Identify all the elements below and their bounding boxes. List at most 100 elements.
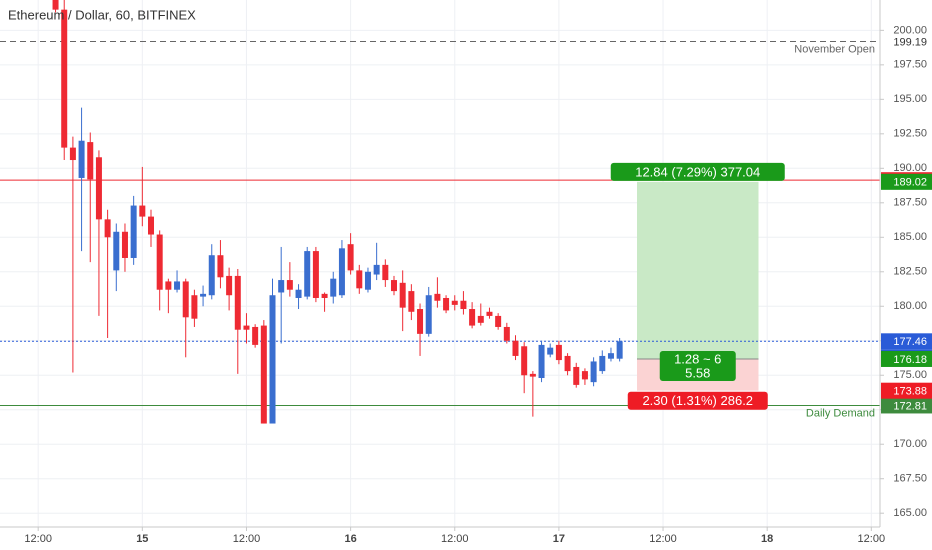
candle-body xyxy=(495,315,502,327)
candle-body xyxy=(243,325,250,330)
candle-body xyxy=(78,140,85,178)
candle-body xyxy=(364,271,371,290)
line-label: November Open xyxy=(794,43,875,55)
candle-body xyxy=(581,371,588,380)
y-tick-label: 195.00 xyxy=(893,93,927,105)
candle-body xyxy=(590,361,597,383)
x-tick-label: 12:00 xyxy=(24,533,52,545)
candle-body xyxy=(469,309,476,326)
candle-body xyxy=(529,373,536,377)
stop-label-box xyxy=(627,391,768,410)
price-tag-box xyxy=(881,333,932,350)
y-tick-label: 192.50 xyxy=(893,128,927,140)
y-tick-label: 182.50 xyxy=(893,266,927,278)
candle-body xyxy=(391,280,398,292)
price-tags: 199.19189.14177.4600:38172.81189.02176.1… xyxy=(881,33,932,414)
candle-body xyxy=(373,264,380,275)
price-tag-box xyxy=(881,397,932,414)
ratio-label-box xyxy=(659,350,736,381)
candle-body xyxy=(573,366,580,385)
candle-body xyxy=(52,0,59,10)
entry-tag: 176.18 xyxy=(893,354,927,366)
candle-body xyxy=(312,251,319,298)
y-tick-label: 165.00 xyxy=(893,507,927,519)
candle-body xyxy=(564,355,571,372)
candle-body xyxy=(278,280,285,293)
x-tick-label: 12:00 xyxy=(233,533,261,545)
y-tick-label: 175.00 xyxy=(893,369,927,381)
candle-body xyxy=(408,291,415,312)
candle-body xyxy=(451,300,458,305)
stop-label: 2.30 (1.31%) 286.2 xyxy=(642,393,753,408)
candle-body xyxy=(555,344,562,361)
target-tag: 189.02 xyxy=(893,177,927,189)
candle-body xyxy=(347,244,354,271)
candle-body xyxy=(87,142,94,180)
candle-body xyxy=(174,281,181,290)
candle-body xyxy=(321,293,328,298)
candle-body xyxy=(269,295,276,424)
candle-body xyxy=(61,9,68,148)
candle-body xyxy=(356,270,363,289)
y-tick-label: 180.00 xyxy=(893,300,927,312)
candle-body xyxy=(121,231,128,258)
candle-body xyxy=(226,275,233,296)
candle-body xyxy=(460,300,467,310)
candle-body xyxy=(547,347,554,355)
candle-body xyxy=(399,282,406,308)
candle-body xyxy=(538,344,545,379)
chart-title: Ethereum / Dollar, 60, BITFINEX xyxy=(8,7,196,22)
y-tick-label: 197.50 xyxy=(893,59,927,71)
candle-body xyxy=(295,289,302,298)
candle-body xyxy=(165,281,172,290)
candle-body xyxy=(443,297,450,311)
target-label: 12.84 (7.29%) 377.04 xyxy=(635,164,760,179)
y-tick-label: 190.00 xyxy=(893,162,927,174)
candle-body xyxy=(425,295,432,334)
entry-tag-box xyxy=(881,350,932,367)
candle-body xyxy=(234,275,241,330)
candle-body xyxy=(104,219,111,238)
candle-body xyxy=(208,255,215,296)
candle-body xyxy=(95,157,102,220)
grid xyxy=(0,0,880,527)
y-tick-label: 167.50 xyxy=(893,473,927,485)
y-tick-label: 185.00 xyxy=(893,231,927,243)
candle-body xyxy=(286,280,293,290)
x-tick-label: 17 xyxy=(553,533,565,545)
candle-body xyxy=(338,248,345,296)
candle-body xyxy=(382,264,389,281)
stop-tag: 173.88 xyxy=(893,386,927,398)
candle-body xyxy=(503,326,510,341)
y-tick-label: 187.50 xyxy=(893,197,927,209)
target-tag-box xyxy=(881,173,932,190)
stop-tag-box xyxy=(881,382,932,399)
line-label: Daily Demand xyxy=(806,407,875,419)
candle-body xyxy=(191,295,198,319)
candle-body xyxy=(260,325,267,424)
candle-body xyxy=(156,234,163,290)
plot-area xyxy=(0,0,880,424)
price-tag: 177.46 xyxy=(893,336,927,348)
candle-body xyxy=(616,341,623,359)
candle-body xyxy=(217,255,224,278)
candle-body xyxy=(252,326,259,345)
price-tag: 199.19 xyxy=(893,36,927,48)
candle-body xyxy=(200,293,207,297)
x-tick-label: 16 xyxy=(344,533,356,545)
candle-body xyxy=(182,281,189,318)
x-tick-label: 12:00 xyxy=(441,533,469,545)
profit-zone xyxy=(637,181,759,359)
price-tag: 172.81 xyxy=(893,400,927,412)
target-label-box xyxy=(610,162,785,181)
x-tick-label: 18 xyxy=(761,533,773,545)
candle-body xyxy=(130,205,137,258)
candle-body xyxy=(512,340,519,356)
price-tag-box xyxy=(881,33,932,50)
candle-body xyxy=(486,311,493,316)
candle-body xyxy=(521,346,528,376)
x-tick-label: 12:00 xyxy=(858,533,886,545)
